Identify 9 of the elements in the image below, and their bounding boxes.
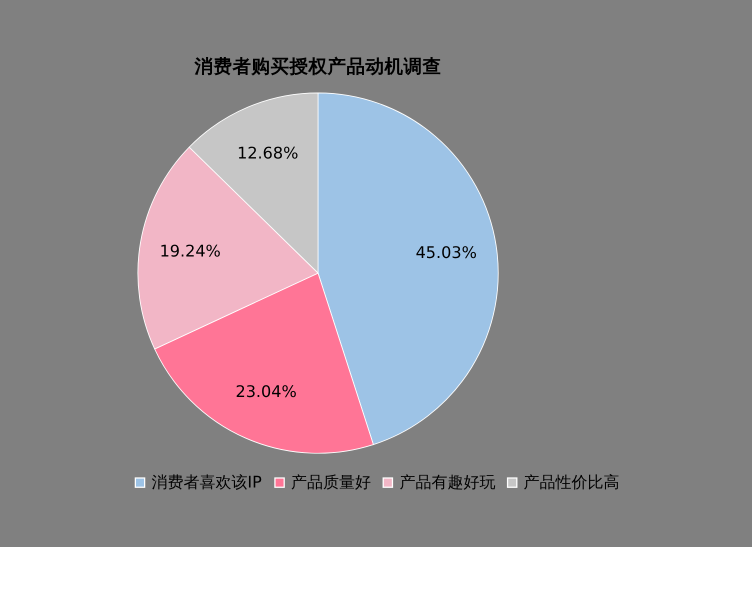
data-label: 45.03% (416, 243, 477, 262)
data-label: 19.24% (160, 241, 221, 260)
data-label: 12.68% (237, 144, 298, 163)
data-label: 23.04% (235, 382, 297, 402)
legend-label: 产品性价比高 (524, 472, 620, 492)
legend-label: 产品有趣好玩 (399, 472, 496, 492)
legend-label: 产品质量好 (290, 472, 371, 492)
chart-title: 消费者购买授权产品动机调查 (194, 56, 442, 78)
legend-label: 消费者喜欢该IP (151, 472, 262, 492)
